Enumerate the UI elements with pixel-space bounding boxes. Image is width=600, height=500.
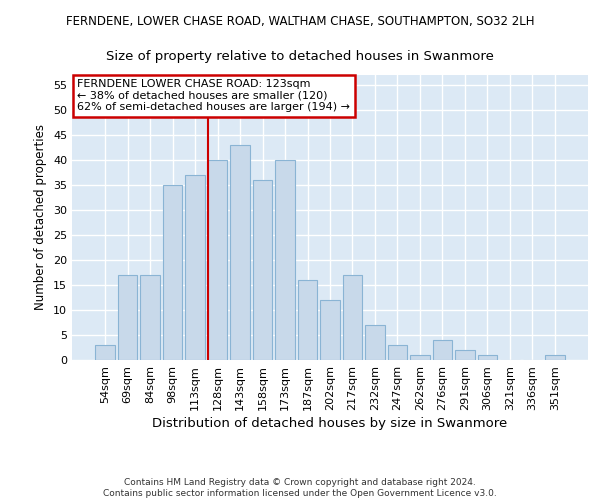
Bar xyxy=(298,280,317,360)
Bar xyxy=(163,185,182,360)
Bar xyxy=(140,275,160,360)
Bar xyxy=(365,325,385,360)
Bar xyxy=(275,160,295,360)
X-axis label: Distribution of detached houses by size in Swanmore: Distribution of detached houses by size … xyxy=(152,417,508,430)
Text: FERNDENE, LOWER CHASE ROAD, WALTHAM CHASE, SOUTHAMPTON, SO32 2LH: FERNDENE, LOWER CHASE ROAD, WALTHAM CHAS… xyxy=(66,15,534,28)
Bar xyxy=(253,180,272,360)
Bar xyxy=(208,160,227,360)
Bar xyxy=(545,355,565,360)
Y-axis label: Number of detached properties: Number of detached properties xyxy=(34,124,47,310)
Bar xyxy=(185,175,205,360)
Bar xyxy=(410,355,430,360)
Bar xyxy=(478,355,497,360)
Bar xyxy=(343,275,362,360)
Text: Size of property relative to detached houses in Swanmore: Size of property relative to detached ho… xyxy=(106,50,494,63)
Bar xyxy=(95,345,115,360)
Text: FERNDENE LOWER CHASE ROAD: 123sqm
← 38% of detached houses are smaller (120)
62%: FERNDENE LOWER CHASE ROAD: 123sqm ← 38% … xyxy=(77,80,350,112)
Bar xyxy=(433,340,452,360)
Text: Contains HM Land Registry data © Crown copyright and database right 2024.
Contai: Contains HM Land Registry data © Crown c… xyxy=(103,478,497,498)
Bar xyxy=(455,350,475,360)
Bar xyxy=(320,300,340,360)
Bar xyxy=(230,145,250,360)
Bar xyxy=(118,275,137,360)
Bar xyxy=(388,345,407,360)
